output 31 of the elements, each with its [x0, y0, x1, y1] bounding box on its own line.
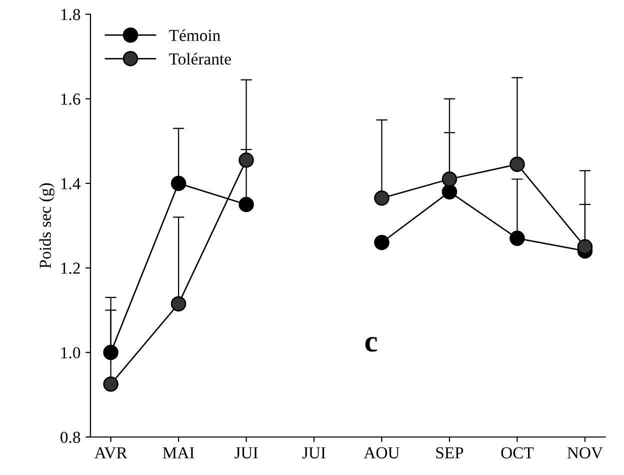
- point: [442, 171, 458, 187]
- annotation: c: [365, 336, 378, 352]
- point: [442, 184, 458, 200]
- point: [238, 152, 254, 168]
- point: [103, 376, 118, 392]
- y-tick-label: 1.6: [61, 94, 80, 105]
- point: [238, 196, 254, 212]
- x-tick-label: SEP: [436, 447, 464, 458]
- y-tick-label: 0.8: [60, 432, 80, 444]
- x-tick-label: JUI: [302, 447, 326, 458]
- x-tick-label: JUI: [234, 447, 258, 458]
- point: [510, 230, 525, 246]
- y-tick-label: 1.8: [61, 8, 80, 20]
- legend-label: Tolérante: [169, 52, 231, 65]
- point: [577, 239, 593, 254]
- x-tick-label: AOU: [364, 447, 400, 458]
- point: [510, 156, 525, 172]
- legend-label: Témoin: [169, 29, 220, 42]
- point: [170, 296, 186, 312]
- x-tick-label: AVR: [94, 447, 128, 459]
- x-tick-label: MAI: [162, 447, 194, 458]
- x-tick-label: NOV: [567, 447, 603, 459]
- y-tick-label: 1.4: [61, 178, 80, 190]
- y-tick-label: 1.0: [61, 347, 80, 358]
- y-axis-title: Poids sec (g): [39, 183, 54, 268]
- point: [170, 176, 186, 191]
- x-tick-label: OCT: [501, 447, 534, 458]
- point: [103, 344, 118, 360]
- point: [374, 234, 390, 250]
- point: [374, 190, 390, 206]
- y-tick-label: 1.2: [61, 262, 80, 274]
